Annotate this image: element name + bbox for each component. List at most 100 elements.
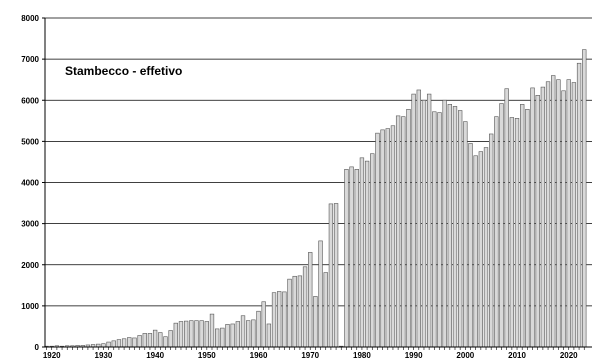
bar-1940 (152, 329, 158, 348)
bars (44, 49, 587, 348)
x-tick-label: 2020 (560, 351, 578, 360)
bar-1971 (313, 296, 318, 348)
bar-1949 (199, 320, 204, 348)
y-tick-label: 4000 (21, 179, 39, 188)
bar-1962 (266, 323, 272, 348)
bar-2007 (499, 103, 504, 348)
y-tick-label: 7000 (21, 55, 39, 64)
bar-1931 (106, 341, 111, 348)
bar-2015 (540, 86, 546, 348)
bar-2020 (566, 79, 571, 348)
bar-1975 (333, 203, 339, 348)
bar-1974 (328, 203, 334, 348)
y-tick-label: 2000 (21, 261, 39, 270)
bar-2017 (551, 75, 556, 348)
bar-2018 (556, 79, 561, 348)
bar-1963 (271, 292, 277, 348)
bar-1994 (432, 111, 437, 348)
bar-1958 (246, 320, 251, 348)
bar-1972 (318, 240, 323, 348)
x-tick-label: 1950 (198, 351, 216, 360)
y-tick-label: 6000 (21, 96, 39, 105)
bar-1980 (359, 157, 365, 348)
bar-2009 (509, 117, 515, 348)
bar-2021 (571, 82, 577, 348)
x-tick-label: 2010 (508, 351, 526, 360)
bar-1944 (173, 322, 178, 348)
bar-1948 (194, 320, 199, 348)
bar-2008 (504, 88, 509, 348)
x-tick-label: 1980 (353, 351, 371, 360)
bar-1938 (142, 333, 147, 348)
bar-1983 (375, 132, 380, 348)
bar-1989 (406, 108, 411, 348)
y-tick-label: 3000 (21, 220, 39, 229)
bar-1957 (240, 315, 246, 348)
x-tick-label: 1960 (250, 351, 268, 360)
bar-1956 (235, 321, 241, 348)
bar-1993 (426, 93, 432, 348)
bar-2006 (494, 116, 499, 348)
bar-2010 (514, 118, 520, 348)
bar-1961 (261, 301, 266, 348)
bar-1966 (287, 278, 292, 348)
bar-1947 (189, 320, 194, 348)
bar-1981 (364, 160, 370, 348)
bar-1979 (354, 169, 359, 348)
bar-2004 (483, 147, 489, 348)
bar-2016 (545, 81, 551, 348)
bar-1986 (390, 125, 396, 348)
bar-1992 (421, 99, 427, 348)
bar-1952 (215, 328, 220, 348)
bar-2011 (520, 104, 525, 348)
bar-1977 (344, 169, 349, 348)
bar-1955 (230, 323, 235, 348)
y-tick-label: 5000 (21, 137, 39, 146)
bar-1978 (349, 166, 354, 348)
bar-1945 (178, 321, 184, 348)
axes (42, 17, 592, 350)
bar-1969 (302, 266, 308, 348)
gridlines (45, 17, 592, 348)
bar-1997 (447, 104, 452, 348)
bar-1936 (132, 337, 137, 348)
bar-1988 (401, 116, 406, 348)
bar-1998 (452, 106, 458, 348)
bar-1964 (277, 291, 282, 348)
y-tick-label: 1000 (21, 302, 39, 311)
bar-1939 (147, 333, 153, 348)
bar-1953 (220, 327, 225, 348)
bar-1990 (411, 93, 416, 348)
tick-labels: 0 1000 2000 3000 4000 5000 6000 7000 8000 1920 193… (21, 14, 578, 360)
x-tick-label: 1940 (146, 351, 164, 360)
bar-1991 (416, 89, 421, 348)
bar-1943 (168, 330, 173, 348)
bar-2014 (535, 95, 540, 348)
bar-1960 (256, 310, 261, 348)
bar-1954 (225, 324, 230, 348)
bar-1967 (292, 275, 297, 348)
bar-2002 (473, 155, 478, 348)
bar-1973 (323, 272, 328, 348)
y-tick-label: 0 (35, 343, 40, 352)
bar-1996 (442, 99, 447, 348)
bar-1999 (458, 110, 463, 348)
x-tick-label: 1970 (301, 351, 319, 360)
bar-2022 (576, 62, 582, 348)
bar-1968 (297, 275, 303, 348)
bar-1970 (308, 252, 313, 348)
bar-1995 (437, 112, 442, 348)
bar-1982 (370, 153, 375, 348)
bar-2023 (582, 49, 587, 348)
bar-2001 (468, 143, 473, 348)
y-tick-label: 8000 (21, 14, 39, 23)
bar-2013 (530, 87, 535, 348)
x-tick-label: 1930 (95, 351, 113, 360)
bar-1965 (282, 291, 287, 348)
x-tick-label: 1920 (43, 351, 61, 360)
bar-1934 (121, 338, 127, 348)
bar-1985 (385, 128, 390, 348)
bar-2003 (478, 151, 484, 348)
bar-1941 (158, 332, 163, 348)
